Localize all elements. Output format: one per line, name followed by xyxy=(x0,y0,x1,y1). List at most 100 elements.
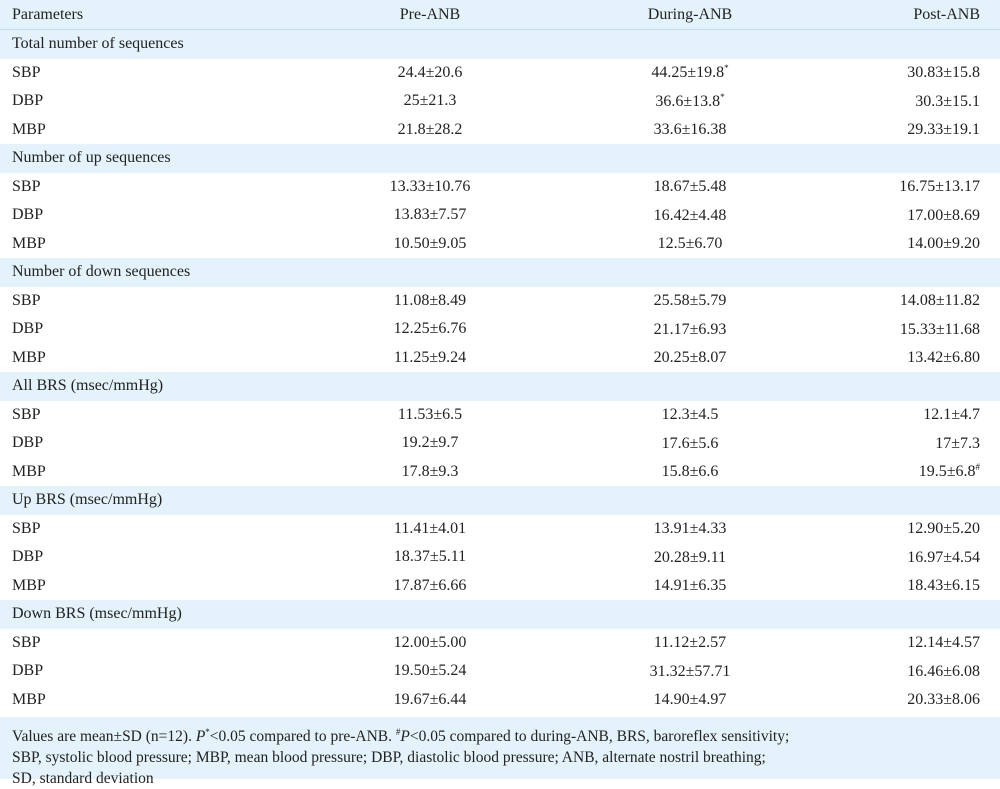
cell-during-anb-significance: * xyxy=(720,91,725,102)
cell-during-anb: 11.12±2.57 xyxy=(560,633,820,652)
table-header-row: Parameters Pre-ANB During-ANB Post-ANB xyxy=(0,0,1000,30)
cell-post-anb-value: 14.08±11.82 xyxy=(899,292,980,310)
cell-pre-anb-value: 11.53±6.5 xyxy=(397,405,463,423)
section-title: Total number of sequences xyxy=(12,35,184,53)
table-row: SBP 11.41±4.01 13.91±4.33 12.90±5.20 xyxy=(0,515,1000,544)
cell-post-anb: 30.83±15.8 xyxy=(820,63,1000,82)
cell-post-anb-value: 19.5±6.8 xyxy=(918,463,976,481)
cell-parameter: MBP xyxy=(0,235,300,253)
cell-during-anb: 14.90±4.97 xyxy=(560,690,820,709)
cell-during-anb: 33.6±16.38 xyxy=(560,120,820,139)
cell-pre-anb: 12.25±6.76 xyxy=(300,320,560,338)
cell-post-anb: 16.75±13.17 xyxy=(820,177,1000,196)
cell-post-anb-value: 17.00±8.69 xyxy=(907,206,980,224)
cell-parameter-value: SBP xyxy=(12,63,41,81)
table-row: MBP 11.25±9.24 20.25±8.07 13.42±6.80 xyxy=(0,344,1000,373)
cell-pre-anb-value: 19.50±5.24 xyxy=(393,662,467,680)
cell-during-anb-value: 20.28±9.11 xyxy=(653,548,727,566)
footnote-p: P xyxy=(400,728,410,745)
header-during-anb: During-ANB xyxy=(647,5,733,23)
cell-parameter-value: MBP xyxy=(12,234,46,252)
table-row: SBP 12.00±5.00 11.12±2.57 12.14±4.57 xyxy=(0,629,1000,658)
footnote-text: <0.05 compared to pre-ANB. xyxy=(209,728,396,745)
cell-post-anb: 19.5±6.8# xyxy=(820,462,1000,481)
cell-post-anb-value: 20.33±8.06 xyxy=(907,691,980,709)
cell-post-anb: 13.42±6.80 xyxy=(820,348,1000,367)
cell-pre-anb: 12.00±5.00 xyxy=(300,634,560,652)
footnote-p: P xyxy=(195,728,206,745)
section-title: All BRS (msec/mmHg) xyxy=(12,377,164,395)
section-header-row: All BRS (msec/mmHg) xyxy=(0,372,1000,401)
table-row: MBP 19.67±6.44 14.90±4.97 20.33±8.06 xyxy=(0,686,1000,715)
cell-pre-anb: 17.87±6.66 xyxy=(300,577,560,595)
cell-post-anb: 12.90±5.20 xyxy=(820,519,1000,538)
cell-during-anb: 17.6±5.6 xyxy=(560,434,820,453)
cell-pre-anb: 11.53±6.5 xyxy=(300,406,560,424)
cell-parameter: DBP xyxy=(0,548,300,566)
cell-pre-anb-value: 11.08±8.49 xyxy=(393,291,467,309)
cell-parameter-value: SBP xyxy=(12,405,41,423)
cell-parameter: SBP xyxy=(0,406,300,424)
table-row: SBP 13.33±10.76 18.67±5.48 16.75±13.17 xyxy=(0,173,1000,202)
cell-post-anb: 14.08±11.82 xyxy=(820,291,1000,310)
cell-during-anb-value: 11.12±2.57 xyxy=(653,634,727,652)
table-row: DBP 19.50±5.24 31.32±57.71 16.46±6.08 xyxy=(0,657,1000,686)
cell-post-anb-value: 29.33±19.1 xyxy=(907,121,980,139)
cell-post-anb-value: 17±7.3 xyxy=(935,434,980,452)
section-header-row: Number of down sequences xyxy=(0,258,1000,287)
table-row: SBP 24.4±20.6 44.25±19.8* 30.83±15.8 xyxy=(0,59,1000,88)
cell-pre-anb-value: 17.87±6.66 xyxy=(393,576,467,594)
cell-parameter: DBP xyxy=(0,320,300,338)
cell-pre-anb-value: 10.50±9.05 xyxy=(393,234,467,252)
cell-during-anb-value: 33.6±16.38 xyxy=(653,121,727,139)
cell-parameter: SBP xyxy=(0,292,300,310)
footnote-text: Values are mean±SD (n=12). xyxy=(12,728,196,745)
cell-post-anb-value: 13.42±6.80 xyxy=(907,349,980,367)
cell-parameter: DBP xyxy=(0,92,300,110)
footnote-line-2: SBP, systolic blood pressure; MBP, mean … xyxy=(12,749,766,766)
table-row: MBP 17.87±6.66 14.91±6.35 18.43±6.15 xyxy=(0,572,1000,601)
cell-during-anb: 14.91±6.35 xyxy=(560,576,820,595)
cell-parameter-value: DBP xyxy=(12,92,44,110)
cell-parameter-value: DBP xyxy=(12,548,44,566)
cell-during-anb-value: 18.67±5.48 xyxy=(653,178,727,196)
cell-post-anb: 12.1±4.7 xyxy=(820,405,1000,424)
cell-parameter: SBP xyxy=(0,178,300,196)
cell-pre-anb: 19.2±9.7 xyxy=(300,434,560,452)
cell-pre-anb: 19.67±6.44 xyxy=(300,691,560,709)
cell-during-anb-value: 21.17±6.93 xyxy=(653,320,727,338)
footnote-line-1: Values are mean±SD (n=12). P*<0.05 compa… xyxy=(12,722,988,747)
cell-post-anb-value: 12.90±5.20 xyxy=(907,520,980,538)
cell-pre-anb-value: 18.37±5.11 xyxy=(393,548,467,566)
cell-during-anb-significance: * xyxy=(724,63,729,74)
cell-post-anb-value: 16.75±13.17 xyxy=(899,178,980,196)
cell-pre-anb-value: 11.25±9.24 xyxy=(393,348,467,366)
cell-parameter-value: SBP xyxy=(12,177,41,195)
cell-during-anb: 12.3±4.5 xyxy=(560,405,820,424)
cell-pre-anb-value: 19.67±6.44 xyxy=(393,690,467,708)
table-row: SBP 11.53±6.5 12.3±4.5 12.1±4.7 xyxy=(0,401,1000,430)
header-post-anb: Post-ANB xyxy=(913,5,980,23)
cell-during-anb-value: 44.25±19.8 xyxy=(651,64,725,82)
table-row: DBP 13.83±7.57 16.42±4.48 17.00±8.69 xyxy=(0,201,1000,230)
cell-during-anb-value: 36.6±13.8 xyxy=(655,92,721,110)
cell-during-anb-value: 14.90±4.97 xyxy=(653,691,727,709)
cell-parameter: SBP xyxy=(0,520,300,538)
cell-during-anb: 36.6±13.8* xyxy=(560,92,820,111)
cell-pre-anb-value: 12.00±5.00 xyxy=(393,633,467,651)
cell-pre-anb-value: 12.25±6.76 xyxy=(393,320,467,338)
cell-pre-anb: 11.25±9.24 xyxy=(300,349,560,367)
cell-pre-anb: 25±21.3 xyxy=(300,92,560,110)
table-row: MBP 10.50±9.05 12.5±6.70 14.00±9.20 xyxy=(0,230,1000,259)
footnote-text: <0.05 compared to during-ANB, BRS, baror… xyxy=(409,728,790,745)
cell-during-anb: 15.8±6.6 xyxy=(560,462,820,481)
cell-parameter: SBP xyxy=(0,634,300,652)
cell-pre-anb: 10.50±9.05 xyxy=(300,235,560,253)
cell-during-anb-value: 13.91±4.33 xyxy=(653,520,727,538)
cell-post-anb-value: 30.3±15.1 xyxy=(915,92,980,110)
cell-post-anb-value: 30.83±15.8 xyxy=(907,64,980,82)
cell-post-anb: 17±7.3 xyxy=(820,434,1000,453)
header-parameters: Parameters xyxy=(12,5,84,23)
cell-during-anb: 25.58±5.79 xyxy=(560,291,820,310)
cell-pre-anb: 11.08±8.49 xyxy=(300,292,560,310)
